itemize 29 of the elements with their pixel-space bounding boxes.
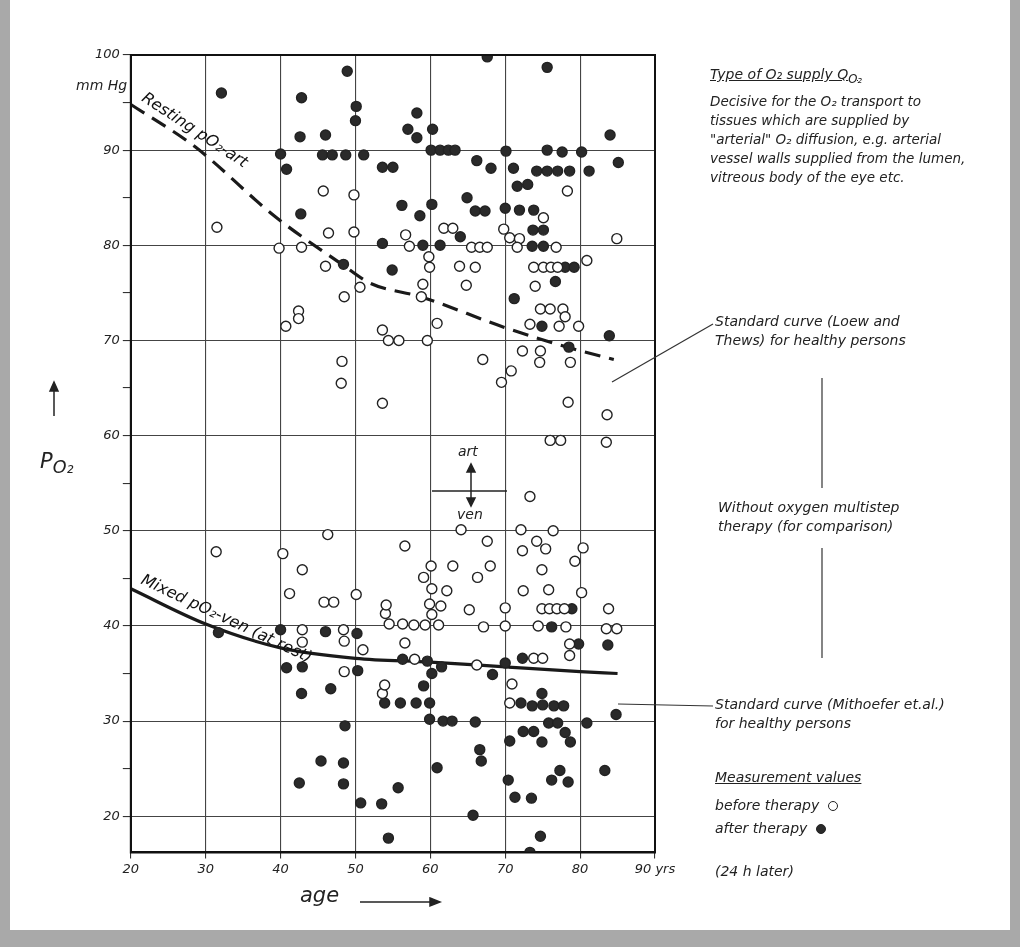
y-axis-title: P$_{O₂}$ (40, 448, 74, 480)
x-tick-label: 20 (122, 860, 140, 876)
y-tick-label: 40 (103, 617, 120, 633)
y-tick-label: 100 (94, 46, 120, 62)
x-tick-label: 80 (571, 860, 589, 876)
x-tick-label: 60 (422, 860, 439, 876)
x-tick-label: 30 (197, 860, 214, 876)
text: Standard curve (Mithoefer et.al.) for healthy persons (715, 695, 945, 733)
legend-label: before therapy (715, 796, 821, 815)
y-tick-label: 80 (103, 236, 120, 252)
text: Type of O₂ supply Q$_{O₂}$ (710, 65, 863, 88)
annotation: ven (457, 505, 483, 524)
y-tick-label: 30 (103, 712, 120, 728)
y-tick-label: 70 (103, 331, 120, 347)
x-tick-label: 70 (496, 860, 514, 876)
annotation: art (458, 442, 478, 461)
legend-title: Measurement values (715, 768, 862, 787)
y-tick-label: 90 (103, 141, 120, 157)
y-tick-label: 20 (103, 807, 120, 823)
x-tick-label: 90 yrs (634, 860, 676, 876)
text: mm Hg (76, 76, 128, 95)
x-tick-label: 50 (347, 860, 364, 876)
text: Decisive for the O₂ transport to tissues which are supplied by "arterial" O₂ diffusion, e.g. arterial vessel walls supplied from the lumen, vitreous body of the eye etc. (710, 92, 967, 187)
y-tick-label: 50 (103, 522, 120, 538)
x-axis-title: age (300, 883, 340, 907)
x-tick-label: 40 (272, 860, 289, 876)
legend-label: after therapy (715, 819, 809, 838)
text: (24 h later) (715, 862, 794, 881)
y-tick-label: 60 (103, 427, 120, 442)
